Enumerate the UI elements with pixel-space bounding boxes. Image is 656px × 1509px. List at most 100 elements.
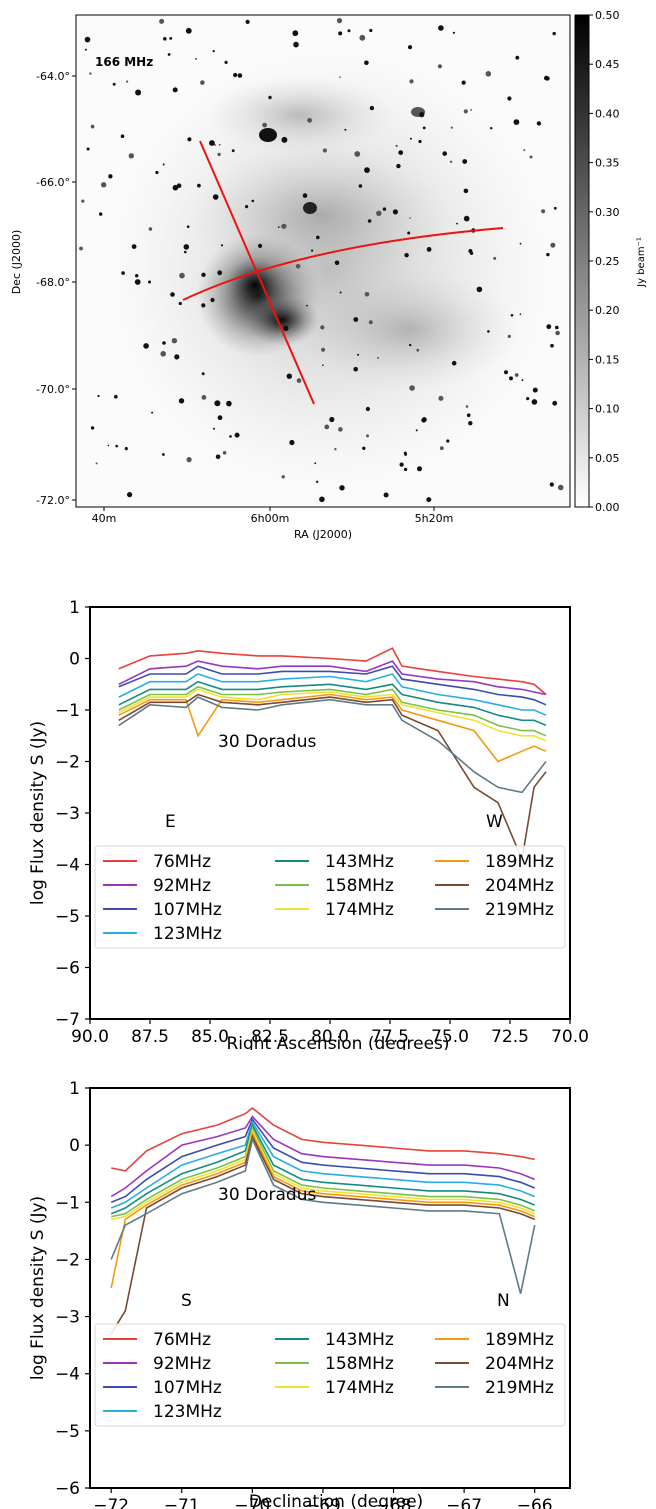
point-source <box>364 292 370 297</box>
point-source <box>212 50 215 53</box>
colorbar-tick-label: 0.40 <box>595 107 620 120</box>
series-line-189MHz <box>118 693 547 763</box>
point-source <box>281 136 288 143</box>
point-source <box>409 217 411 219</box>
point-source <box>452 31 455 34</box>
point-source <box>134 279 141 285</box>
point-source <box>392 209 398 215</box>
point-source <box>463 109 468 114</box>
point-source <box>172 87 178 93</box>
dec-x-axis: −72 −71 −70 −69 −68 −67 −66 <box>93 1488 553 1509</box>
x-tick-label: 77.5 <box>371 1027 409 1047</box>
point-source <box>519 313 522 316</box>
point-source <box>369 105 375 111</box>
point-source <box>416 348 420 352</box>
point-source <box>195 57 198 60</box>
point-source <box>395 144 398 147</box>
point-source <box>446 439 450 443</box>
point-source <box>84 48 87 51</box>
point-source <box>217 152 221 157</box>
point-source <box>529 155 533 159</box>
legend-label: 107MHz <box>153 1378 222 1398</box>
ra-y-axis-label: log Flux density S (Jy) <box>28 721 48 905</box>
y-tick-label: −6 <box>55 1479 80 1499</box>
legend-label: 174MHz <box>325 1378 394 1398</box>
point-source <box>233 72 238 78</box>
point-source <box>289 439 295 446</box>
point-source <box>417 466 422 472</box>
map-frequency-label: 166 MHz <box>95 55 153 69</box>
point-source <box>359 34 366 41</box>
y-tick-label: −5 <box>55 1422 80 1442</box>
point-source <box>215 454 221 460</box>
map-x-tick: 6h00m <box>251 512 290 525</box>
point-source <box>404 453 407 456</box>
point-source <box>95 462 98 465</box>
point-source <box>314 462 317 465</box>
map-y-axis-label: Dec (J2000) <box>10 230 23 295</box>
legend-label: 92MHz <box>153 1354 211 1374</box>
point-source <box>422 126 426 130</box>
x-tick-label: −68 <box>376 1496 412 1509</box>
point-source <box>329 416 335 423</box>
point-source <box>552 400 558 406</box>
y-tick-label: −2 <box>55 1250 80 1270</box>
legend-label: 76MHz <box>153 852 211 872</box>
legend-label: 143MHz <box>325 1330 394 1350</box>
x-tick-label: 72.5 <box>491 1027 529 1047</box>
radio-map-figure: 166 MHz -64.0° -66.0° -68.0° -70.0° -72.… <box>10 9 647 541</box>
colorbar: 0.50 0.45 0.40 0.35 0.30 0.25 0.20 0.15 0.10 0.05… <box>574 9 647 514</box>
point-source <box>213 427 215 430</box>
series-line-123MHz <box>110 1120 535 1209</box>
point-source <box>364 60 369 66</box>
point-source <box>184 250 187 254</box>
point-source <box>107 444 110 447</box>
point-source <box>546 324 552 330</box>
point-source <box>469 251 474 255</box>
point-source <box>322 364 324 367</box>
point-source <box>319 496 325 503</box>
point-source <box>296 378 302 383</box>
point-source <box>126 80 129 83</box>
point-source <box>409 343 412 347</box>
point-source <box>404 253 409 258</box>
point-source <box>334 448 337 451</box>
point-source <box>437 64 442 69</box>
ra-legend: 76MHz 92MHz 107MHz 123MHz 143MHz 158MHz 174MHz… <box>103 852 554 944</box>
map-x-axis-label: RA (J2000) <box>294 528 352 541</box>
series-line-143MHz <box>110 1122 535 1215</box>
point-source <box>463 188 469 194</box>
point-source <box>89 72 92 75</box>
point-source <box>179 272 185 279</box>
map-y-tick: -66.0° <box>36 176 70 189</box>
point-source <box>465 405 469 408</box>
point-source <box>493 256 497 260</box>
series-line-107MHz <box>110 1117 535 1204</box>
point-source <box>507 96 512 101</box>
point-source <box>322 148 327 153</box>
series-line-204MHz <box>118 693 547 863</box>
point-source <box>555 330 560 336</box>
point-source <box>155 170 159 175</box>
point-source <box>409 385 415 391</box>
point-source <box>167 53 171 56</box>
series-line-219MHz <box>110 1136 536 1294</box>
colorbar-tick-label: 0.30 <box>595 206 620 219</box>
point-source <box>324 424 330 430</box>
point-source <box>218 143 221 146</box>
point-source <box>415 429 418 432</box>
point-source <box>197 183 201 188</box>
map-x-tick: 5h20m <box>415 512 454 525</box>
point-source <box>226 400 232 407</box>
point-source <box>339 485 345 491</box>
point-source <box>396 163 401 169</box>
colorbar-tick-label: 0.10 <box>595 403 620 416</box>
point-source <box>200 80 205 85</box>
point-source <box>334 260 340 266</box>
point-source <box>222 451 227 455</box>
point-source <box>347 29 351 33</box>
point-source <box>426 247 432 252</box>
point-source <box>306 304 308 307</box>
point-source <box>162 341 166 345</box>
point-source <box>268 95 272 100</box>
